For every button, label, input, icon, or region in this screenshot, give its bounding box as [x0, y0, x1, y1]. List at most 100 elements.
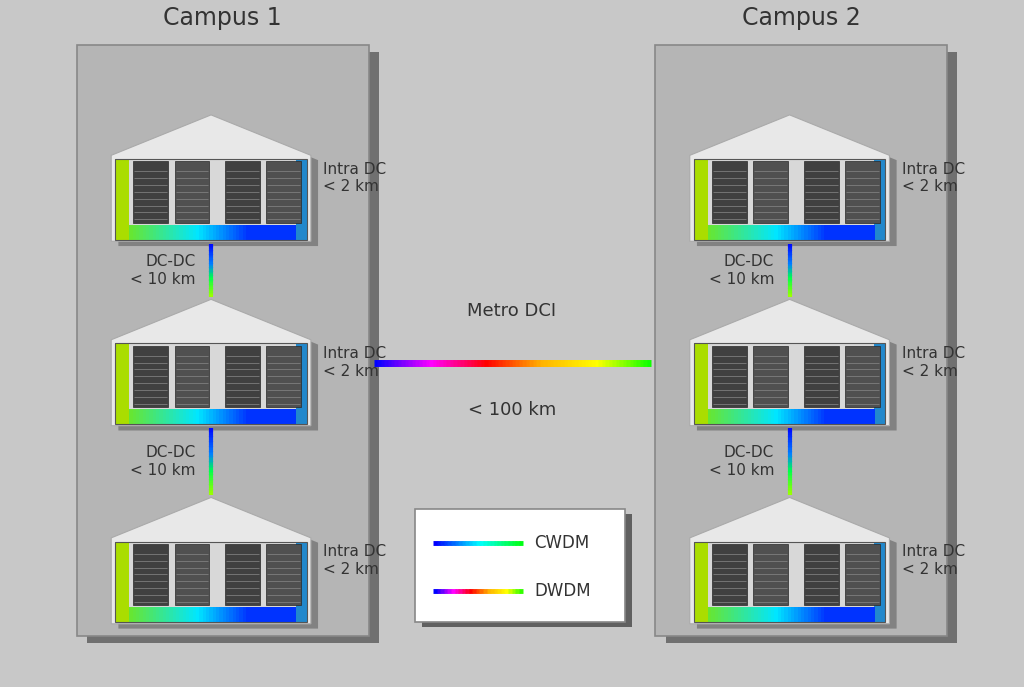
FancyBboxPatch shape	[293, 225, 296, 240]
FancyBboxPatch shape	[133, 543, 168, 605]
FancyBboxPatch shape	[246, 225, 250, 240]
FancyBboxPatch shape	[848, 607, 852, 622]
FancyBboxPatch shape	[286, 409, 290, 425]
FancyBboxPatch shape	[748, 225, 752, 240]
FancyBboxPatch shape	[804, 543, 839, 605]
FancyBboxPatch shape	[182, 225, 186, 240]
FancyBboxPatch shape	[818, 225, 821, 240]
FancyBboxPatch shape	[771, 225, 775, 240]
FancyBboxPatch shape	[708, 607, 712, 622]
FancyBboxPatch shape	[734, 409, 738, 425]
FancyBboxPatch shape	[163, 409, 167, 425]
FancyBboxPatch shape	[116, 159, 307, 225]
FancyBboxPatch shape	[142, 225, 146, 240]
FancyBboxPatch shape	[831, 225, 835, 240]
FancyBboxPatch shape	[193, 409, 197, 425]
FancyBboxPatch shape	[232, 607, 237, 622]
FancyBboxPatch shape	[738, 607, 741, 622]
FancyBboxPatch shape	[226, 225, 229, 240]
FancyBboxPatch shape	[818, 409, 821, 425]
Text: Intra DC
< 2 km: Intra DC < 2 km	[324, 346, 386, 379]
FancyBboxPatch shape	[116, 409, 307, 425]
FancyBboxPatch shape	[715, 607, 719, 622]
FancyBboxPatch shape	[189, 607, 194, 622]
FancyBboxPatch shape	[262, 225, 266, 240]
Text: Campus 1: Campus 1	[164, 6, 282, 30]
FancyBboxPatch shape	[835, 409, 839, 425]
Text: DC-DC
< 10 km: DC-DC < 10 km	[709, 254, 774, 286]
FancyBboxPatch shape	[225, 346, 260, 407]
FancyBboxPatch shape	[781, 225, 785, 240]
FancyBboxPatch shape	[752, 225, 755, 240]
FancyBboxPatch shape	[831, 409, 835, 425]
FancyBboxPatch shape	[259, 607, 263, 622]
FancyBboxPatch shape	[222, 225, 226, 240]
FancyBboxPatch shape	[133, 346, 168, 407]
FancyBboxPatch shape	[792, 409, 795, 425]
FancyBboxPatch shape	[808, 607, 812, 622]
FancyBboxPatch shape	[734, 225, 738, 240]
FancyBboxPatch shape	[712, 543, 746, 605]
FancyBboxPatch shape	[781, 409, 785, 425]
FancyBboxPatch shape	[176, 607, 180, 622]
FancyBboxPatch shape	[283, 225, 287, 240]
FancyBboxPatch shape	[169, 225, 173, 240]
FancyBboxPatch shape	[718, 409, 722, 425]
FancyBboxPatch shape	[798, 409, 802, 425]
FancyBboxPatch shape	[173, 607, 176, 622]
FancyBboxPatch shape	[694, 541, 886, 607]
FancyBboxPatch shape	[801, 409, 805, 425]
FancyBboxPatch shape	[189, 225, 194, 240]
FancyBboxPatch shape	[269, 607, 273, 622]
FancyBboxPatch shape	[163, 607, 167, 622]
Text: CWDM: CWDM	[535, 534, 590, 552]
FancyBboxPatch shape	[864, 607, 868, 622]
FancyBboxPatch shape	[226, 409, 229, 425]
FancyBboxPatch shape	[851, 607, 855, 622]
FancyBboxPatch shape	[851, 409, 855, 425]
FancyBboxPatch shape	[831, 607, 835, 622]
FancyBboxPatch shape	[150, 409, 154, 425]
FancyBboxPatch shape	[838, 225, 842, 240]
FancyBboxPatch shape	[715, 225, 719, 240]
Polygon shape	[112, 497, 311, 624]
FancyBboxPatch shape	[150, 225, 154, 240]
FancyBboxPatch shape	[266, 346, 301, 407]
FancyBboxPatch shape	[243, 225, 247, 240]
FancyBboxPatch shape	[166, 225, 170, 240]
FancyBboxPatch shape	[196, 225, 200, 240]
FancyBboxPatch shape	[781, 607, 785, 622]
FancyBboxPatch shape	[272, 225, 276, 240]
FancyBboxPatch shape	[275, 607, 280, 622]
FancyBboxPatch shape	[774, 409, 778, 425]
FancyBboxPatch shape	[744, 607, 749, 622]
FancyBboxPatch shape	[209, 225, 213, 240]
FancyBboxPatch shape	[845, 346, 880, 407]
FancyBboxPatch shape	[808, 225, 812, 240]
FancyBboxPatch shape	[229, 409, 233, 425]
FancyBboxPatch shape	[854, 409, 858, 425]
FancyBboxPatch shape	[871, 409, 874, 425]
FancyBboxPatch shape	[256, 607, 260, 622]
FancyBboxPatch shape	[179, 409, 183, 425]
FancyBboxPatch shape	[266, 543, 301, 605]
FancyBboxPatch shape	[848, 409, 852, 425]
FancyBboxPatch shape	[176, 409, 180, 425]
FancyBboxPatch shape	[784, 225, 788, 240]
FancyBboxPatch shape	[728, 409, 732, 425]
FancyBboxPatch shape	[874, 541, 886, 622]
FancyBboxPatch shape	[821, 409, 825, 425]
FancyBboxPatch shape	[203, 607, 207, 622]
FancyBboxPatch shape	[835, 225, 839, 240]
FancyBboxPatch shape	[694, 159, 886, 225]
FancyBboxPatch shape	[841, 607, 845, 622]
FancyBboxPatch shape	[133, 161, 168, 223]
FancyBboxPatch shape	[805, 225, 808, 240]
FancyBboxPatch shape	[787, 409, 792, 425]
FancyBboxPatch shape	[116, 541, 129, 622]
FancyBboxPatch shape	[193, 225, 197, 240]
FancyBboxPatch shape	[286, 607, 290, 622]
FancyBboxPatch shape	[792, 225, 795, 240]
Polygon shape	[697, 120, 897, 246]
FancyBboxPatch shape	[811, 225, 815, 240]
